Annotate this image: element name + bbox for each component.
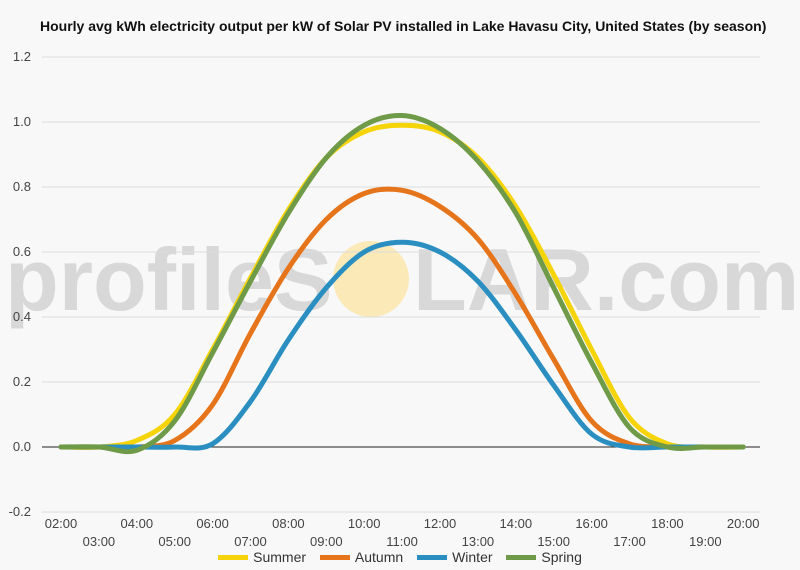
chart-title: Hourly avg kWh electricity output per kW… [40,18,767,34]
x-tick-label: 13:00 [462,534,495,549]
legend-item-summer[interactable]: Summer [218,549,306,565]
x-tick-label: 09:00 [310,534,343,549]
x-tick-label: 20:00 [727,516,760,531]
x-tick-label: 10:00 [348,516,381,531]
y-tick-label: 0.0 [13,439,31,454]
series-lines [58,112,746,455]
legend-item-autumn[interactable]: Autumn [319,549,404,565]
x-tick-label: 18:00 [651,516,684,531]
legend: Summer Autumn Winter Spring [0,549,800,565]
watermark-text-right: LAR.com [413,230,799,329]
x-tick-label: 02:00 [45,516,78,531]
legend-label-winter: Winter [452,549,493,565]
watermark-text-left: profileS [5,230,333,329]
legend-swatch-autumn [319,554,350,560]
x-tick-label: 04:00 [121,516,154,531]
y-tick-label: 1.0 [13,114,31,129]
x-tick-label: 14:00 [500,516,533,531]
x-tick-label: 16:00 [575,516,608,531]
y-axis: -0.2 0.0 0.2 0.4 0.6 0.8 1.0 1.2 [9,49,31,519]
legend-label-summer: Summer [253,549,307,565]
series-line-spring[interactable] [58,112,746,455]
legend-item-winter[interactable]: Winter [417,549,493,565]
legend-item-spring[interactable]: Spring [506,549,582,565]
x-tick-label: 05:00 [158,534,191,549]
x-tick-label: 11:00 [386,534,418,549]
y-tick-label: 0.2 [13,374,31,389]
y-tick-label: 1.2 [13,49,31,64]
y-tick-label: 0.8 [13,179,31,194]
y-tick-label: -0.2 [9,504,31,519]
series-line-autumn[interactable] [58,186,746,450]
series-line-summer[interactable] [58,122,746,450]
grid [42,56,760,513]
x-tick-label: 03:00 [83,534,116,549]
legend-label-spring: Spring [541,549,582,565]
series-line-winter[interactable] [58,239,746,451]
x-tick-label: 12:00 [424,516,457,531]
x-tick-label: 06:00 [196,516,229,531]
x-axis: 02:00 03:00 04:00 05:00 06:00 07:00 08:00 09:00… [45,516,760,549]
y-tick-label: 0.6 [13,244,31,259]
legend-swatch-summer [218,554,249,560]
x-tick-label: 15:00 [537,534,570,549]
legend-swatch-spring [506,554,537,560]
legend-swatch-winter [417,554,448,560]
x-tick-label: 08:00 [272,516,305,531]
legend-label-autumn: Autumn [354,549,404,565]
y-tick-label: 0.4 [13,309,31,324]
x-tick-label: 17:00 [613,534,646,549]
watermark: profileS LAR.com [5,230,799,329]
x-tick-label: 07:00 [234,534,267,549]
x-tick-label: 19:00 [689,534,722,549]
